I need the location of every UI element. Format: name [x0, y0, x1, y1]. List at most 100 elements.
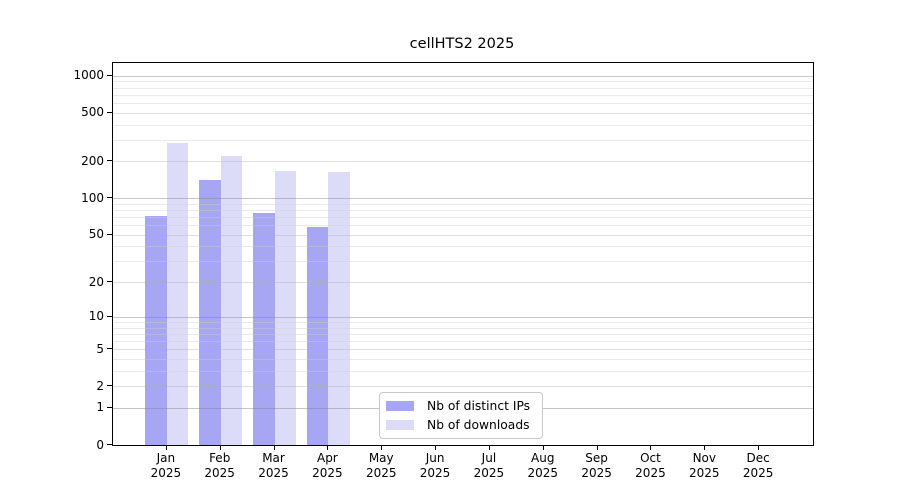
minor-gridline-800 — [113, 87, 813, 89]
legend-swatch — [386, 420, 414, 430]
gridline-20 — [113, 282, 813, 284]
minor-gridline-8 — [113, 327, 813, 329]
x-tick-nov — [704, 445, 706, 450]
y-tick-label-1000: 1000 — [73, 68, 104, 83]
minor-gridline-3 — [113, 370, 813, 372]
minor-gridline-600 — [113, 102, 813, 104]
minor-gridline-7 — [113, 333, 813, 335]
minor-gridline-30 — [113, 261, 813, 263]
bar-nb-of-downloads-apr — [328, 171, 350, 445]
minor-gridline-4 — [113, 358, 813, 360]
year-label: 2025 — [527, 466, 559, 480]
gridline-10 — [113, 316, 813, 318]
y-tick-50 — [107, 233, 112, 235]
chart-title: cellHTS2 2025 — [409, 36, 515, 52]
x-tick-label-jun: Jun 2025 — [405, 451, 465, 481]
y-tick-20 — [107, 281, 112, 283]
year-label: 2025 — [365, 466, 397, 480]
x-tick-may — [381, 445, 383, 450]
year-label: 2025 — [473, 466, 505, 480]
year-label: 2025 — [204, 466, 235, 480]
x-tick-jul — [488, 445, 490, 450]
y-tick-label-10: 10 — [88, 309, 104, 324]
month-label: May — [368, 451, 394, 465]
x-tick-sep — [596, 445, 598, 450]
y-tick-label-1: 1 — [96, 400, 104, 415]
minor-gridline-60 — [113, 225, 813, 227]
x-tick-label-oct: Oct 2025 — [620, 451, 680, 481]
x-tick-label-nov: Nov 2025 — [674, 451, 734, 481]
gridline-500 — [113, 112, 813, 114]
year-label: 2025 — [419, 466, 451, 480]
x-tick-jun — [435, 445, 437, 450]
y-tick-label-100: 100 — [81, 190, 104, 205]
x-tick-label-jan: Jan 2025 — [136, 451, 196, 481]
month-label: Mar — [262, 451, 285, 465]
month-label: Nov — [692, 451, 716, 465]
x-tick-aug — [542, 445, 544, 450]
y-tick-1 — [107, 406, 112, 408]
y-tick-500 — [107, 111, 112, 113]
legend-item: Nb of downloads — [386, 416, 530, 434]
year-label: 2025 — [581, 466, 612, 480]
legend-item-label: Nb of distinct IPs — [427, 399, 531, 413]
y-tick-label-50: 50 — [88, 227, 104, 242]
legend-item: Nb of distinct IPs — [386, 397, 530, 415]
bar-nb-of-downloads-feb — [220, 155, 243, 445]
gridline-1000 — [113, 75, 813, 77]
month-label: Jul — [481, 451, 497, 465]
y-tick-100 — [107, 197, 112, 199]
x-tick-feb — [219, 445, 221, 450]
month-label: Jun — [425, 451, 445, 465]
x-tick-label-mar: Mar 2025 — [244, 451, 304, 481]
minor-gridline-300 — [113, 139, 813, 141]
y-tick-5 — [107, 348, 112, 350]
x-tick-jan — [165, 445, 167, 450]
month-label: Feb — [209, 451, 231, 465]
y-tick-label-2: 2 — [96, 378, 104, 393]
x-tick-label-jul: Jul 2025 — [459, 451, 519, 481]
year-label: 2025 — [150, 466, 182, 480]
y-tick-label-0: 0 — [96, 437, 104, 452]
y-tick-10 — [107, 315, 112, 317]
x-tick-label-dec: Dec 2025 — [728, 451, 788, 481]
minor-gridline-400 — [113, 124, 813, 126]
gridline-5 — [113, 349, 813, 351]
month-label: Aug — [531, 451, 555, 465]
bar-nb-of-distinct-ips-apr — [306, 226, 329, 445]
gridline-2 — [113, 386, 813, 388]
minor-gridline-80 — [113, 210, 813, 212]
y-tick-label-200: 200 — [81, 153, 104, 168]
x-tick-label-aug: Aug 2025 — [513, 451, 573, 481]
minor-gridline-90 — [113, 203, 813, 205]
y-tick-1000 — [107, 74, 112, 76]
y-tick-label-20: 20 — [88, 274, 104, 289]
month-label: Oct — [640, 451, 661, 465]
year-label: 2025 — [258, 466, 289, 480]
x-tick-label-sep: Sep 2025 — [567, 451, 627, 481]
y-tick-200 — [107, 160, 112, 162]
minor-gridline-9 — [113, 321, 813, 323]
bar-nb-of-distinct-ips-mar — [253, 212, 275, 445]
x-tick-dec — [758, 445, 760, 450]
month-label: Sep — [585, 451, 608, 465]
bar-nb-of-distinct-ips-feb — [199, 180, 221, 445]
x-tick-mar — [273, 445, 275, 450]
minor-gridline-40 — [113, 246, 813, 248]
y-tick-label-500: 500 — [81, 105, 104, 120]
year-label: 2025 — [312, 466, 343, 480]
gridline-100 — [113, 198, 813, 200]
gridline-200 — [113, 161, 813, 163]
minor-gridline-6 — [113, 340, 813, 342]
gridline-50 — [113, 234, 813, 236]
year-label: 2025 — [635, 466, 666, 480]
year-label: 2025 — [742, 466, 774, 480]
bar-nb-of-downloads-mar — [274, 171, 297, 445]
bar-nb-of-downloads-jan — [166, 143, 189, 445]
x-tick-apr — [327, 445, 329, 450]
minor-gridline-70 — [113, 217, 813, 219]
x-tick-label-apr: Apr 2025 — [297, 451, 357, 481]
year-label: 2025 — [689, 466, 720, 480]
month-label: Apr — [316, 451, 338, 465]
